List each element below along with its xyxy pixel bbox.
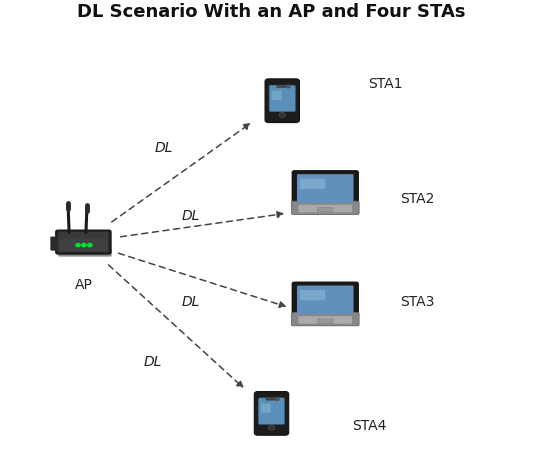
Circle shape <box>276 398 279 401</box>
FancyBboxPatch shape <box>300 179 325 189</box>
FancyBboxPatch shape <box>292 313 359 326</box>
Circle shape <box>287 85 290 88</box>
FancyBboxPatch shape <box>297 285 353 314</box>
FancyBboxPatch shape <box>269 85 295 112</box>
Text: STA3: STA3 <box>401 295 435 309</box>
Circle shape <box>268 425 275 430</box>
FancyBboxPatch shape <box>59 249 112 257</box>
Text: STA4: STA4 <box>352 419 387 433</box>
FancyBboxPatch shape <box>300 290 325 300</box>
FancyBboxPatch shape <box>261 403 271 413</box>
FancyBboxPatch shape <box>318 319 333 323</box>
Text: STA1: STA1 <box>368 77 403 90</box>
FancyBboxPatch shape <box>292 201 359 214</box>
FancyBboxPatch shape <box>292 171 358 206</box>
Text: STA2: STA2 <box>401 192 435 206</box>
Text: DL: DL <box>144 355 162 369</box>
FancyBboxPatch shape <box>59 232 109 241</box>
FancyBboxPatch shape <box>318 207 333 212</box>
FancyBboxPatch shape <box>297 174 353 203</box>
FancyBboxPatch shape <box>292 282 358 318</box>
FancyBboxPatch shape <box>50 236 60 251</box>
Text: AP: AP <box>74 279 92 292</box>
Text: DL: DL <box>182 295 200 309</box>
FancyBboxPatch shape <box>266 398 277 401</box>
FancyBboxPatch shape <box>254 392 289 435</box>
Text: DL: DL <box>155 141 173 155</box>
FancyBboxPatch shape <box>298 316 352 324</box>
Circle shape <box>76 243 80 247</box>
FancyBboxPatch shape <box>59 239 109 252</box>
FancyBboxPatch shape <box>56 230 111 254</box>
Circle shape <box>279 112 286 118</box>
Circle shape <box>87 243 92 247</box>
Circle shape <box>82 243 86 247</box>
FancyBboxPatch shape <box>276 85 288 88</box>
FancyBboxPatch shape <box>272 91 282 100</box>
FancyBboxPatch shape <box>265 79 299 123</box>
FancyBboxPatch shape <box>258 398 285 424</box>
Text: DL: DL <box>182 209 200 224</box>
FancyBboxPatch shape <box>298 205 352 213</box>
Title: DL Scenario With an AP and Four STAs: DL Scenario With an AP and Four STAs <box>77 3 466 21</box>
